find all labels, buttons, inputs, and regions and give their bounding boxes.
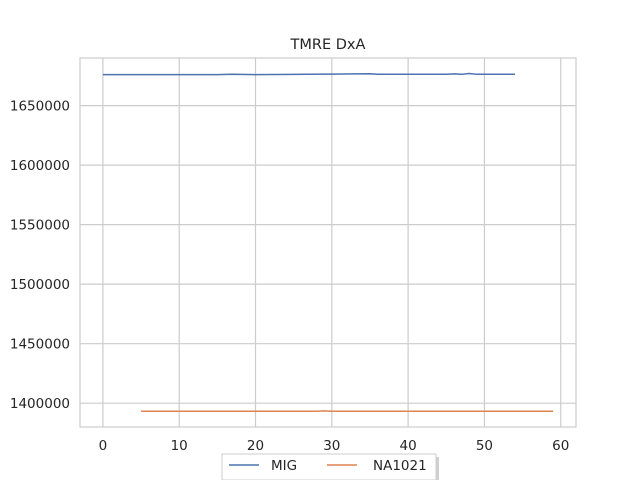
x-tick-label: 0 [99,438,108,454]
legend-label-na1021: NA1021 [373,458,427,474]
series-lines [102,72,554,413]
y-tick-label: 1500000 [10,277,70,293]
chart-title: TMRE DxA [290,37,366,53]
y-tick-label: 1450000 [10,337,70,353]
x-tick-label: 30 [323,438,340,454]
legend: MIG NA1021 [221,453,439,480]
y-tick-labels: 1400000 1450000 1500000 1550000 1600000 16500… [10,99,70,413]
axes-frame [79,57,577,428]
x-tick-label: 10 [171,438,188,454]
grid-lines [80,58,576,427]
y-tick-label: 1650000 [10,99,70,115]
legend-label-mig: MIG [271,458,297,474]
y-tick-label: 1550000 [10,218,70,234]
legend-box [221,453,437,480]
x-tick-label: 50 [476,438,493,454]
plot-border [79,57,577,428]
y-tick-label: 1400000 [10,396,70,412]
x-tick-label: 60 [552,438,569,454]
x-tick-label: 20 [247,438,264,454]
series-line-mig [102,72,515,76]
x-tick-label: 40 [400,438,417,454]
y-tick-label: 1600000 [10,158,70,174]
x-tick-labels: 0 10 20 30 40 50 60 [99,438,570,454]
